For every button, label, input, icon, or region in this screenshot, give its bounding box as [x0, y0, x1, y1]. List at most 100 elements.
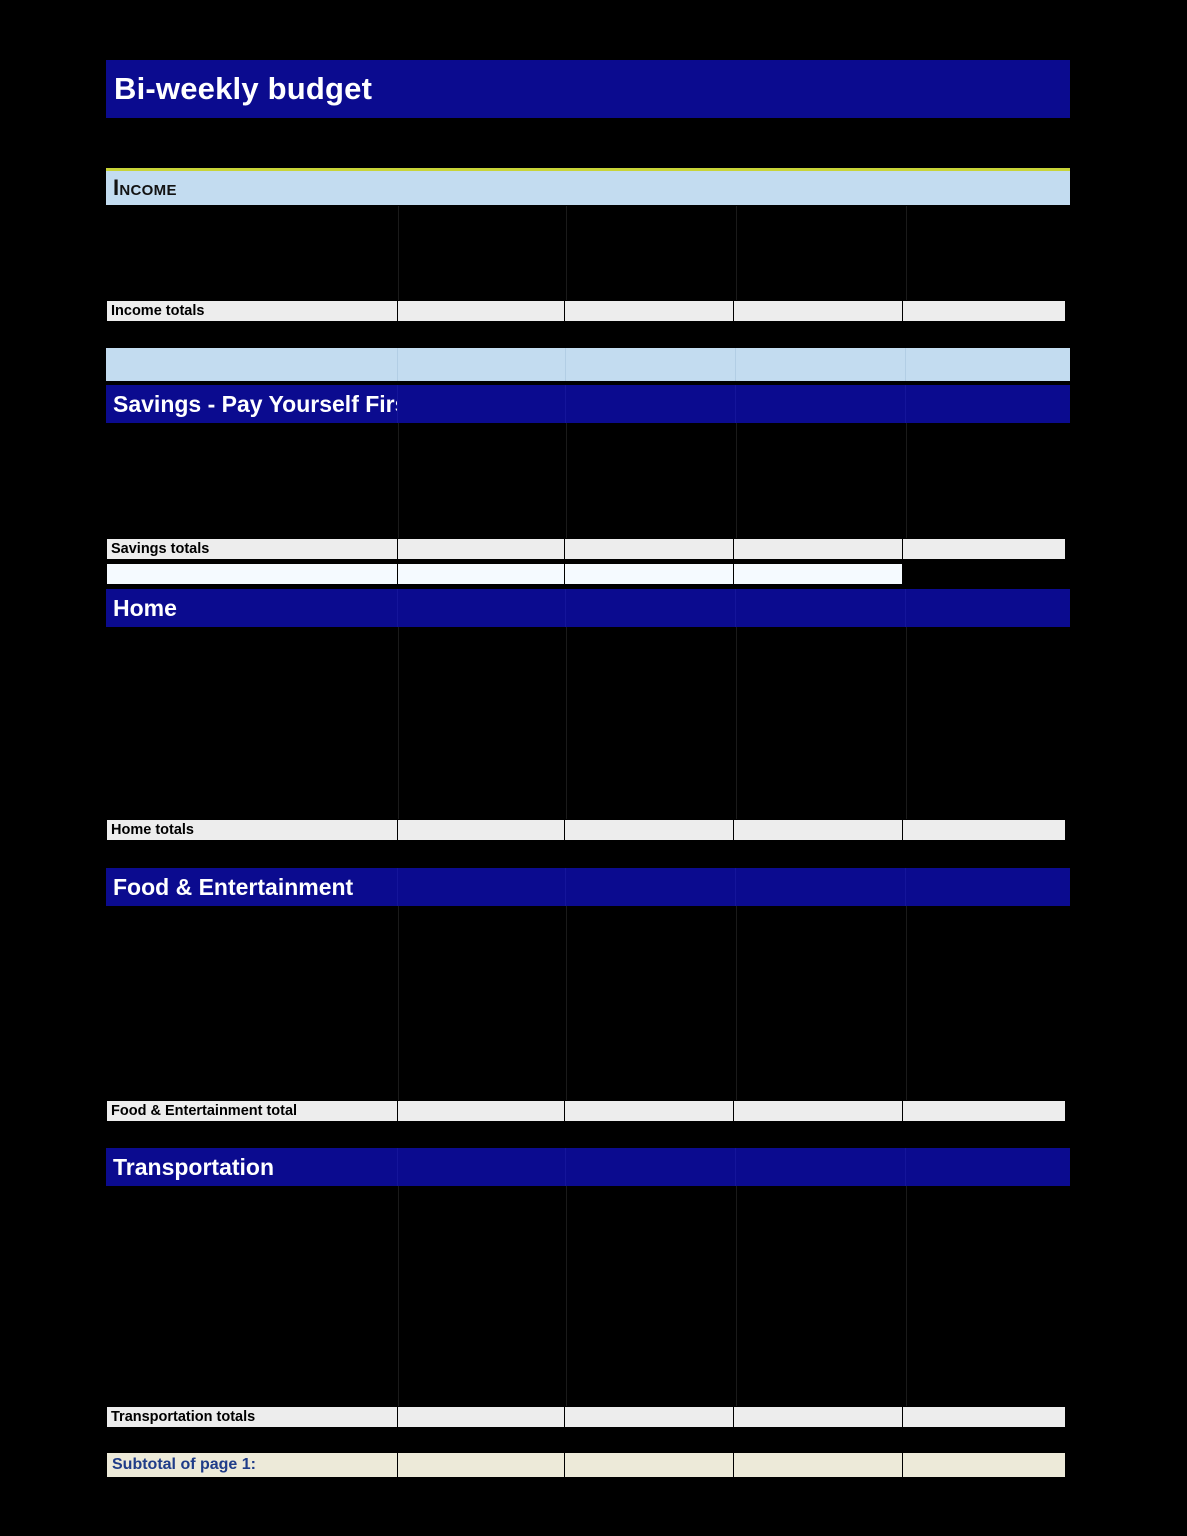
grid-tick-income-3 — [736, 206, 737, 302]
subtotal-value-2[interactable] — [564, 1452, 734, 1478]
totals-row-transportation[interactable]: Transportation totals — [106, 1406, 1070, 1428]
totals-row-food-entertainment[interactable]: Food & Entertainment total — [106, 1100, 1070, 1122]
totals-value-food-3[interactable] — [733, 1100, 903, 1122]
page-title: Bi-weekly budget — [114, 71, 373, 106]
income-header-cell-3 — [566, 171, 736, 205]
totals-value-savings-1[interactable] — [397, 538, 565, 560]
grid-tick-income-2 — [566, 206, 567, 302]
transportation-header-cell-3 — [566, 1148, 736, 1186]
totals-value-income-3[interactable] — [733, 300, 903, 322]
home-header-cell-4 — [736, 589, 906, 627]
food-header-cell-2 — [398, 868, 566, 906]
totals-value-income-1[interactable] — [397, 300, 565, 322]
subtotal-value-3[interactable] — [733, 1452, 903, 1478]
section-title-transportation: Transportation — [106, 1148, 398, 1186]
title-band-filler-2 — [566, 60, 736, 118]
grid-tick-transportation-1 — [398, 1186, 399, 1406]
grid-tick-food-2 — [566, 906, 567, 1100]
savings-header-cell-2 — [398, 385, 566, 423]
subtotal-value-1[interactable] — [397, 1452, 565, 1478]
totals-value-food-4[interactable] — [902, 1100, 1066, 1122]
grid-tick-home-1 — [398, 627, 399, 819]
subtotal-row-page-1[interactable]: Subtotal of page 1: — [106, 1452, 1070, 1478]
spacer-cell-5 — [906, 348, 1070, 381]
subtotal-value-4[interactable] — [902, 1452, 1066, 1478]
transportation-header-cell-2 — [398, 1148, 566, 1186]
totals-label-food-entertainment: Food & Entertainment total — [106, 1100, 398, 1122]
totals-value-home-3[interactable] — [733, 819, 903, 841]
spacer-cell-2 — [398, 348, 566, 381]
totals-value-home-1[interactable] — [397, 819, 565, 841]
spacer-band-light-blue — [106, 348, 1070, 381]
title-band-filler-1 — [398, 60, 566, 118]
title-band-filler-3 — [736, 60, 906, 118]
food-header-cell-5 — [906, 868, 1070, 906]
section-header-home: Home — [106, 589, 1070, 627]
grid-tick-food-4 — [906, 906, 907, 1100]
grid-tick-income-1 — [398, 206, 399, 302]
food-header-cell-3 — [566, 868, 736, 906]
income-header-cell-2 — [398, 171, 566, 205]
section-header-transportation: Transportation — [106, 1148, 1070, 1186]
spacer-cell-3 — [566, 348, 736, 381]
savings-extra-cell-4[interactable] — [733, 563, 903, 585]
totals-label-savings: Savings totals — [106, 538, 398, 560]
grid-tick-transportation-4 — [906, 1186, 907, 1406]
totals-value-transportation-1[interactable] — [397, 1406, 565, 1428]
savings-extra-row[interactable] — [106, 563, 1070, 585]
grid-tick-savings-4 — [906, 423, 907, 538]
savings-extra-cell-5 — [903, 563, 1067, 585]
totals-label-transportation: Transportation totals — [106, 1406, 398, 1428]
spacer-cell-4 — [736, 348, 906, 381]
home-header-cell-5 — [906, 589, 1070, 627]
spacer-cell-1 — [106, 348, 398, 381]
savings-extra-cell-1[interactable] — [106, 563, 398, 585]
grid-tick-food-1 — [398, 906, 399, 1100]
totals-value-transportation-3[interactable] — [733, 1406, 903, 1428]
totals-value-transportation-4[interactable] — [902, 1406, 1066, 1428]
savings-extra-cell-2[interactable] — [397, 563, 565, 585]
document-title-band: Bi-weekly budget — [106, 60, 1070, 118]
savings-header-cell-5 — [906, 385, 1070, 423]
totals-row-home[interactable]: Home totals — [106, 819, 1070, 841]
title-band-filler-4 — [906, 60, 1070, 118]
savings-extra-cell-3[interactable] — [564, 563, 734, 585]
grid-tick-food-3 — [736, 906, 737, 1100]
totals-row-savings[interactable]: Savings totals — [106, 538, 1070, 560]
totals-value-savings-2[interactable] — [564, 538, 734, 560]
totals-value-food-2[interactable] — [564, 1100, 734, 1122]
transportation-header-cell-4 — [736, 1148, 906, 1186]
home-header-cell-2 — [398, 589, 566, 627]
totals-value-savings-4[interactable] — [902, 538, 1066, 560]
section-header-food-entertainment: Food & Entertainment — [106, 868, 1070, 906]
totals-value-income-2[interactable] — [564, 300, 734, 322]
totals-value-transportation-2[interactable] — [564, 1406, 734, 1428]
section-title-income: Income — [113, 175, 177, 200]
totals-value-food-1[interactable] — [397, 1100, 565, 1122]
section-header-income: Income — [106, 168, 1070, 206]
section-header-savings: Savings - Pay Yourself First — [106, 385, 1070, 423]
totals-label-income: Income totals — [106, 300, 398, 322]
section-title-home: Home — [106, 589, 398, 627]
grid-tick-transportation-2 — [566, 1186, 567, 1406]
totals-value-home-4[interactable] — [902, 819, 1066, 841]
totals-value-savings-3[interactable] — [733, 538, 903, 560]
section-title-food-entertainment: Food & Entertainment — [106, 868, 398, 906]
totals-value-home-2[interactable] — [564, 819, 734, 841]
income-header-cell-4 — [736, 171, 906, 205]
home-header-cell-3 — [566, 589, 736, 627]
grid-tick-income-4 — [906, 206, 907, 302]
income-header-cell-5 — [906, 171, 1070, 205]
subtotal-label: Subtotal of page 1: — [106, 1452, 398, 1478]
grid-tick-savings-2 — [566, 423, 567, 538]
grid-tick-home-4 — [906, 627, 907, 819]
grid-tick-savings-1 — [398, 423, 399, 538]
savings-header-cell-4 — [736, 385, 906, 423]
totals-value-income-4[interactable] — [902, 300, 1066, 322]
grid-tick-transportation-3 — [736, 1186, 737, 1406]
section-title-savings: Savings - Pay Yourself First — [106, 385, 398, 423]
totals-row-income[interactable]: Income totals — [106, 300, 1070, 322]
savings-header-cell-3 — [566, 385, 736, 423]
grid-tick-home-3 — [736, 627, 737, 819]
